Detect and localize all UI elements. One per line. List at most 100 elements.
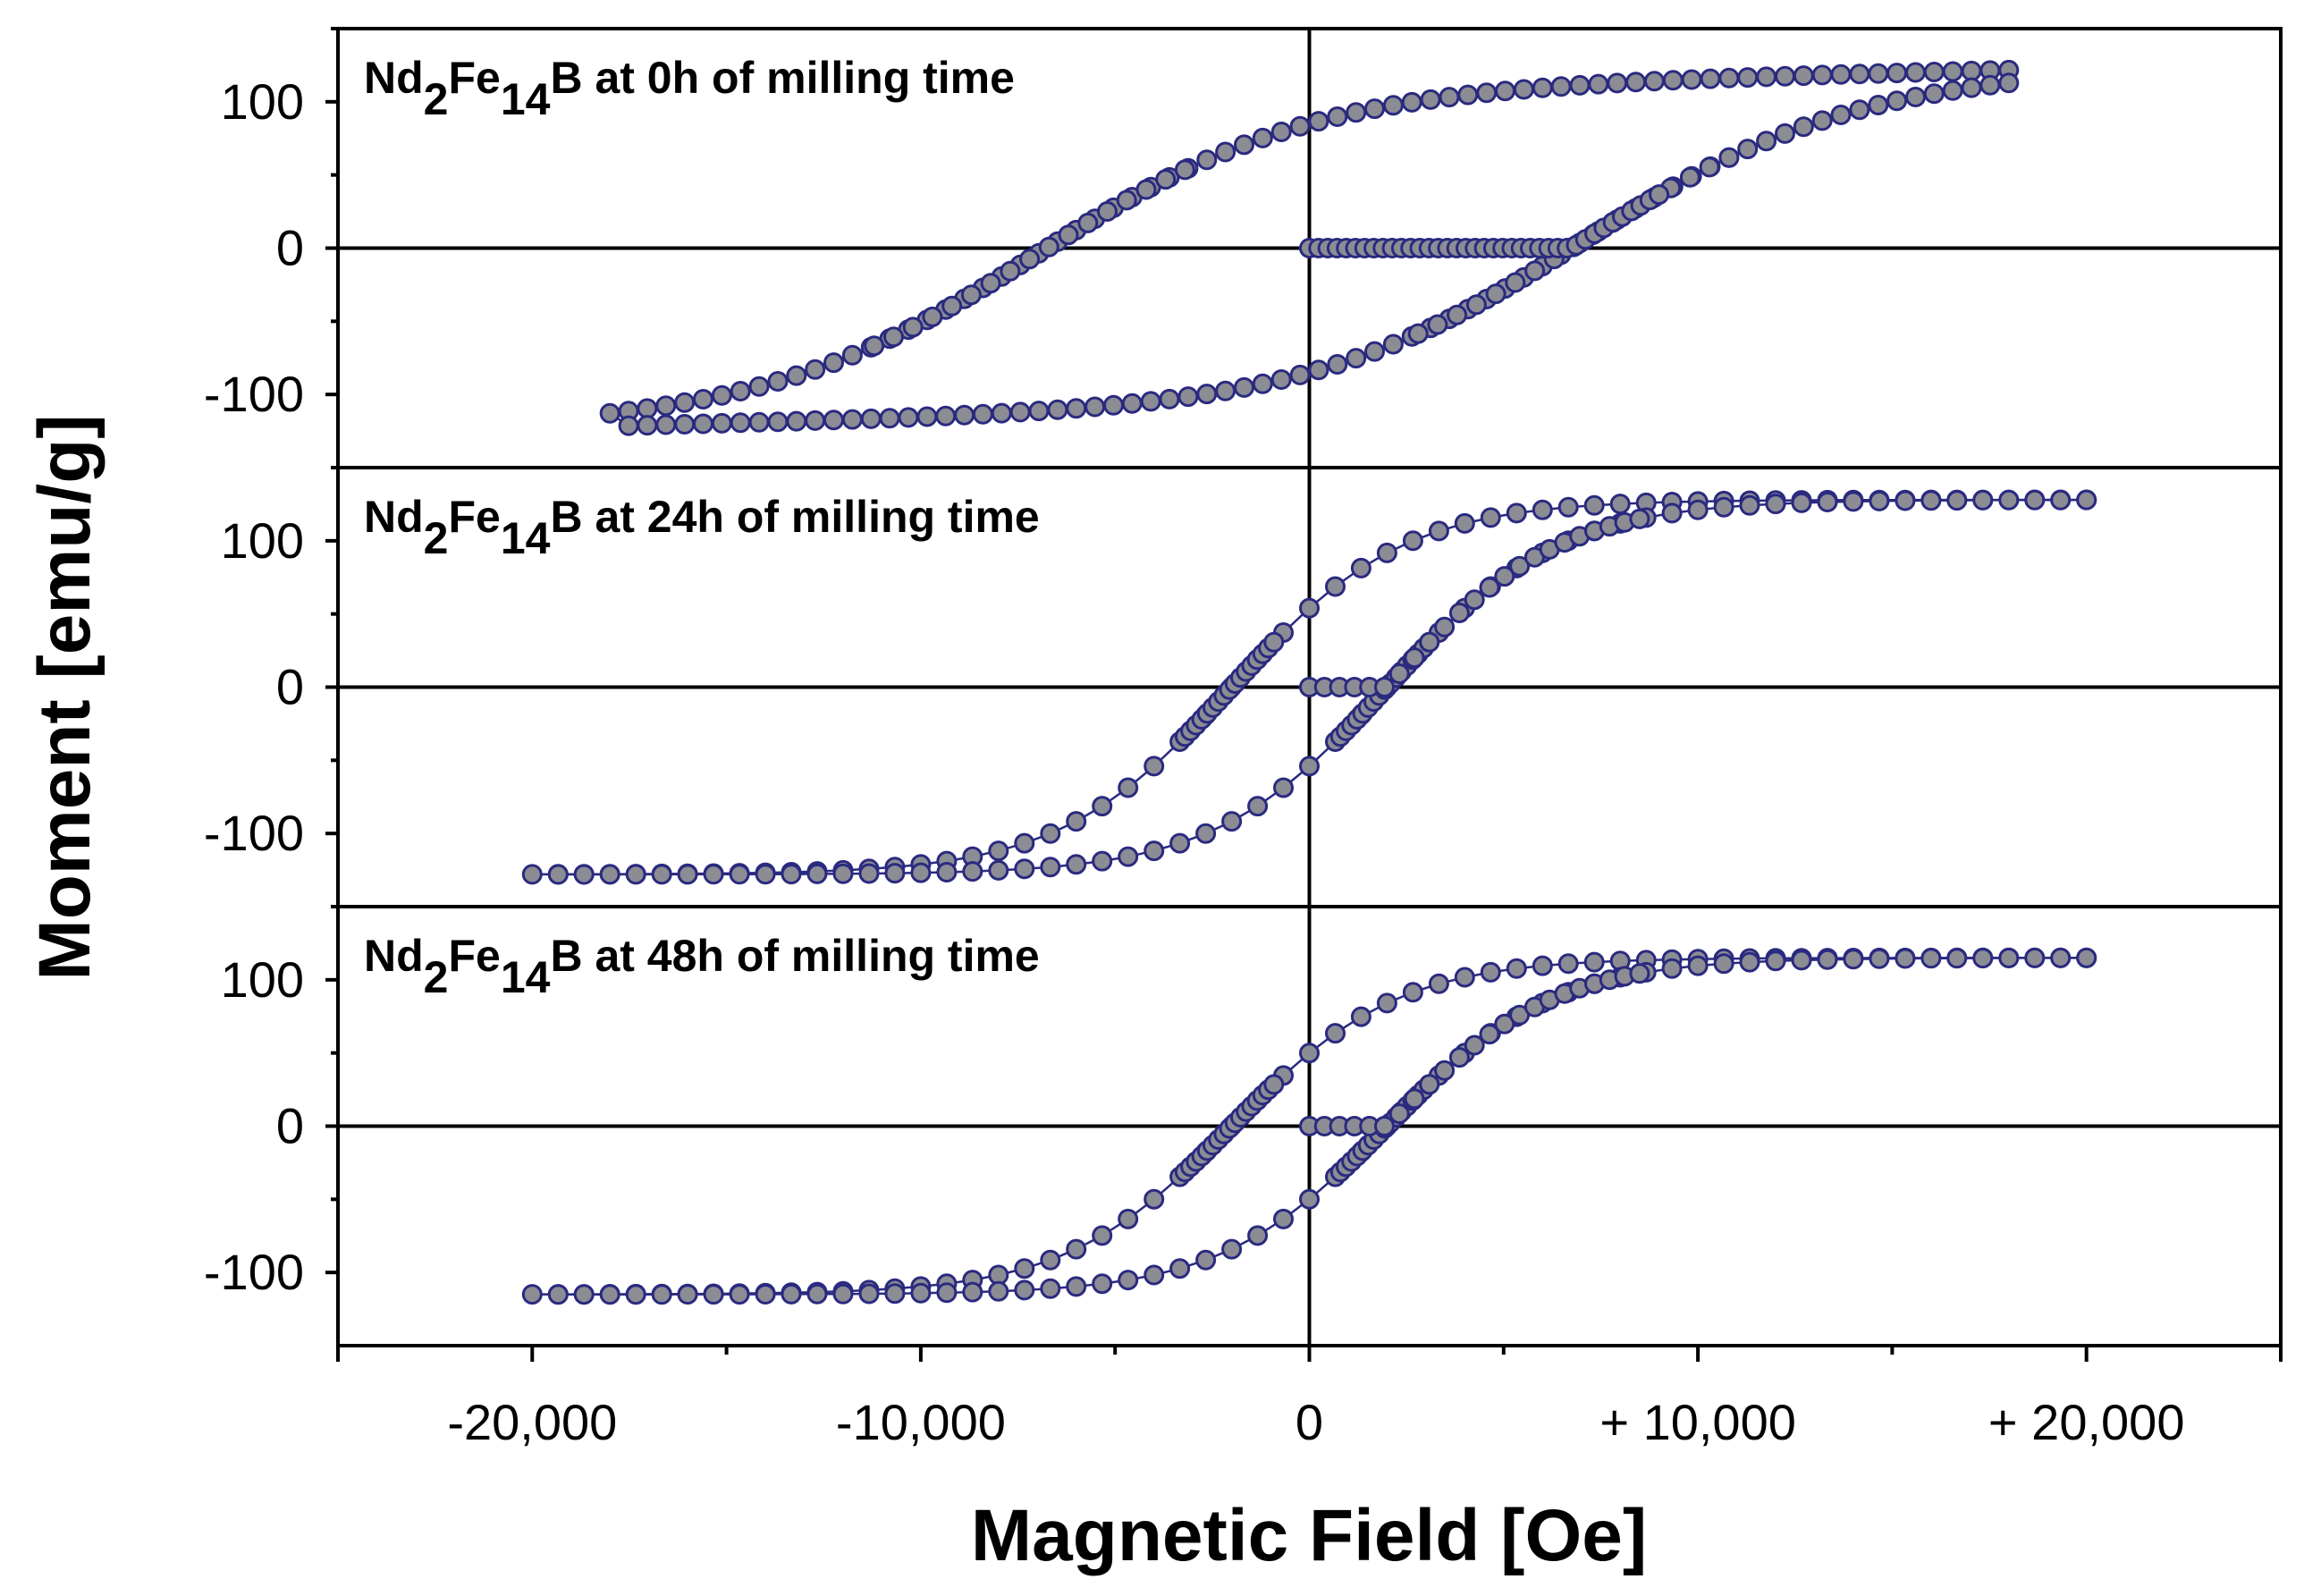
data-point [1765, 494, 1786, 515]
title-text: Nd [364, 492, 424, 542]
x-axis: -20,000 -10,000 0 + 10,000 + 20,000 [336, 1346, 2283, 1450]
data-point [1609, 494, 1631, 515]
data-point [1118, 1208, 1139, 1229]
data-point [637, 415, 658, 436]
data-point [884, 863, 906, 884]
data-point [1177, 386, 1199, 408]
title-text: Fe [448, 53, 500, 103]
data-point [910, 1282, 932, 1304]
data-point [1765, 950, 1786, 972]
data-point [1419, 631, 1440, 653]
data-point [2050, 489, 2072, 511]
data-point [1135, 179, 1157, 200]
title-text: at 24h of milling time [583, 492, 1040, 542]
data-point [1066, 854, 1087, 875]
data-point [1869, 948, 1890, 969]
title-text: at 48h of milling time [583, 931, 1040, 981]
data-point [1643, 71, 1665, 92]
data-point [755, 1284, 776, 1305]
data-point [2076, 947, 2097, 968]
data-point [677, 1284, 698, 1305]
data-point [1092, 850, 1113, 872]
data-point [1868, 95, 1889, 115]
title-subscript: 14 [501, 513, 551, 563]
data-point [1155, 169, 1177, 190]
data-point [922, 306, 943, 327]
data-point [1234, 376, 1254, 398]
y-tick-label: 100 [221, 512, 304, 569]
data-point [573, 1284, 595, 1305]
data-point [1434, 616, 1456, 638]
data-point [1140, 391, 1161, 412]
data-point [1382, 95, 1404, 116]
data-point [1118, 846, 1139, 867]
data-point [910, 862, 932, 883]
y-tick-label: -100 [204, 805, 304, 861]
data-point [729, 864, 750, 885]
data-point [1494, 1013, 1515, 1034]
data-point [547, 1284, 569, 1305]
data-point [1234, 134, 1254, 156]
data-point [1066, 811, 1087, 832]
data-point [1905, 62, 1926, 83]
data-point [1505, 272, 1526, 293]
data-point [1047, 399, 1068, 420]
data-point [1625, 72, 1647, 93]
title-subscript: 2 [424, 952, 449, 1002]
panel-title: Nd2Fe14B at 0h of milling time [364, 53, 1015, 124]
data-point [1077, 212, 1099, 233]
title-text: Fe [448, 931, 500, 981]
data-point [1273, 777, 1294, 798]
data-point [547, 864, 569, 885]
data-point [1448, 1047, 1470, 1068]
data-point [841, 344, 863, 366]
data-point [1092, 1225, 1113, 1246]
data-point [1118, 1270, 1139, 1291]
data-point [1428, 973, 1449, 994]
data-point [1811, 110, 1833, 131]
data-point [1346, 348, 1367, 369]
data-point [806, 1283, 828, 1305]
data-point [1404, 1088, 1425, 1110]
data-point [1479, 1024, 1500, 1045]
x-axis-title: Magnetic Field [Oe] [971, 1495, 1647, 1576]
data-point [1495, 80, 1515, 102]
data-point [1817, 492, 1838, 512]
data-point [1662, 70, 1684, 91]
data-point [1364, 341, 1385, 362]
data-point [1144, 756, 1165, 777]
title-text: Nd [364, 931, 424, 981]
data-point [1817, 949, 1838, 970]
data-point [1998, 489, 2020, 511]
data-point [991, 402, 1012, 424]
data-point [1084, 396, 1106, 418]
y-tick-label: 0 [276, 659, 304, 715]
data-point [883, 326, 904, 348]
data-point [1791, 950, 1812, 971]
title-text: B [550, 492, 582, 542]
data-point [1040, 1278, 1061, 1299]
data-point [1557, 953, 1579, 975]
data-point [1739, 951, 1760, 973]
data-point [1905, 87, 1926, 107]
data-point [729, 1284, 750, 1305]
data-point [1401, 91, 1422, 113]
data-point [573, 864, 595, 885]
data-point [858, 1283, 880, 1305]
panel-3: 100 0 -100 Nd2Fe14B at 48h of milling time [204, 905, 2281, 1305]
data-point [674, 392, 696, 413]
data-point [1270, 122, 1292, 142]
data-point [962, 1281, 983, 1303]
data-point [823, 352, 844, 374]
title-subscript: 14 [501, 952, 551, 1002]
data-point [1946, 948, 1968, 969]
data-point [1327, 354, 1348, 375]
data-point [1428, 520, 1449, 542]
data-point [730, 381, 751, 401]
panel-title: Nd2Fe14B at 24h of milling time [364, 492, 1040, 563]
data-point [805, 359, 826, 380]
data-point [1454, 967, 1475, 988]
data-point [1661, 958, 1683, 979]
panel-title: Nd2Fe14B at 48h of milling time [364, 931, 1040, 1002]
data-point [786, 410, 807, 432]
